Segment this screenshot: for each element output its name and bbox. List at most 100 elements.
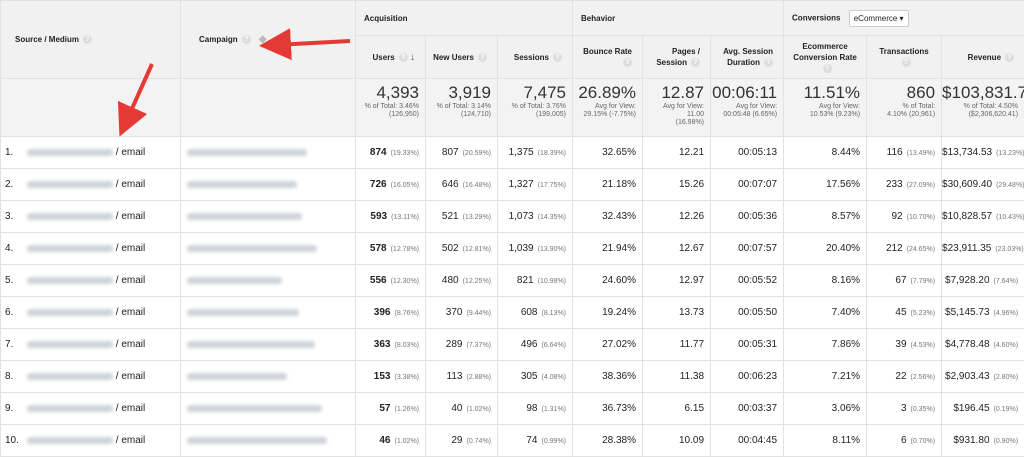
help-icon[interactable]: ?	[83, 35, 92, 44]
help-icon[interactable]: ?	[623, 58, 632, 67]
total-sub: Avg for View:	[784, 103, 860, 111]
new-users-cell: 29(0.74%)	[426, 425, 498, 457]
new-users-value: 807	[442, 147, 459, 158]
revenue-cell: $4,778.48(4.60%)	[942, 329, 1024, 361]
redacted-campaign[interactable]	[187, 277, 282, 284]
campaign-header[interactable]: Campaign? ◆	[181, 1, 356, 79]
source-medium-cell[interactable]: 5. / email	[1, 265, 181, 297]
medium-text[interactable]: / email	[116, 179, 145, 190]
campaign-cell[interactable]	[181, 169, 356, 201]
medium-text[interactable]: / email	[116, 371, 145, 382]
redacted-campaign[interactable]	[187, 245, 317, 252]
source-medium-cell[interactable]: 6. / email	[1, 297, 181, 329]
help-icon[interactable]: ?	[823, 64, 832, 73]
sessions-cell: 496(6.64%)	[498, 329, 573, 361]
revenue-label: Revenue	[968, 53, 1001, 62]
campaign-cell[interactable]	[181, 425, 356, 457]
conversion-type-select[interactable]: eCommerce ▾	[849, 10, 909, 27]
bounce-rate-cell: 21.94%	[573, 233, 643, 265]
transactions-cell: 45(5.23%)	[867, 297, 942, 329]
users-pct: (1.26%)	[394, 406, 419, 413]
revenue-column-header[interactable]: Revenue?	[942, 36, 1024, 79]
sessions-pct: (17.75%)	[538, 182, 566, 189]
help-icon[interactable]: ?	[399, 53, 408, 62]
redacted-campaign[interactable]	[187, 309, 299, 316]
new-users-cell: 646(16.48%)	[426, 169, 498, 201]
medium-text[interactable]: / email	[116, 243, 145, 254]
campaign-cell[interactable]	[181, 361, 356, 393]
bounce-rate-cell: 21.18%	[573, 169, 643, 201]
help-icon[interactable]: ?	[478, 53, 487, 62]
campaign-cell[interactable]	[181, 393, 356, 425]
users-value: 593	[370, 211, 387, 222]
medium-text[interactable]: / email	[116, 147, 145, 158]
conversion-rate-column-header[interactable]: Ecommerce Conversion Rate?	[784, 36, 867, 79]
campaign-cell[interactable]	[181, 329, 356, 361]
bounce-rate-cell: 28.38%	[573, 425, 643, 457]
revenue-pct: (29.48%)	[996, 182, 1024, 189]
sort-descending-icon[interactable]: ↓	[410, 52, 415, 63]
sessions-column-header[interactable]: Sessions?	[498, 36, 573, 79]
redacted-campaign[interactable]	[187, 373, 287, 380]
campaign-cell[interactable]	[181, 201, 356, 233]
source-medium-cell[interactable]: 7. / email	[1, 329, 181, 361]
new-users-column-header[interactable]: New Users?	[426, 36, 498, 79]
source-medium-cell[interactable]: 9. / email	[1, 393, 181, 425]
source-medium-cell[interactable]: 3. / email	[1, 201, 181, 233]
redacted-campaign[interactable]	[187, 181, 297, 188]
source-medium-cell[interactable]: 8. / email	[1, 361, 181, 393]
help-icon[interactable]: ?	[902, 58, 911, 67]
redacted-campaign[interactable]	[187, 405, 322, 412]
campaign-cell[interactable]	[181, 265, 356, 297]
total-sub: Avg for View:	[643, 103, 704, 111]
redacted-campaign[interactable]	[187, 341, 315, 348]
help-icon[interactable]: ?	[553, 53, 562, 62]
medium-text[interactable]: / email	[116, 211, 145, 222]
source-medium-cell[interactable]: 1. / email	[1, 137, 181, 169]
source-medium-cell[interactable]: 4. / email	[1, 233, 181, 265]
help-icon[interactable]: ?	[1005, 53, 1014, 62]
help-icon[interactable]: ?	[691, 58, 700, 67]
source-medium-cell[interactable]: 10. / email	[1, 425, 181, 457]
pages-session-value: 12.67	[679, 243, 704, 254]
source-medium-cell[interactable]: 2. / email	[1, 169, 181, 201]
new-users-value: 113	[447, 371, 463, 382]
help-icon[interactable]: ?	[764, 58, 773, 67]
redacted-campaign[interactable]	[187, 149, 307, 156]
users-pct: (12.30%)	[391, 278, 419, 285]
redacted-source	[27, 181, 113, 188]
acquisition-group-header: Acquisition	[356, 1, 573, 36]
conversion-type-value: eCommerce	[854, 14, 898, 23]
source-medium-header[interactable]: Source / Medium?	[1, 1, 181, 79]
medium-text[interactable]: / email	[116, 435, 145, 446]
users-column-header[interactable]: Users? ↓	[356, 36, 426, 79]
avg-session-duration-column-header[interactable]: Avg. Session Duration?	[711, 36, 784, 79]
conversion-rate-cell: 7.21%	[784, 361, 867, 393]
medium-text[interactable]: / email	[116, 275, 145, 286]
transactions-column-header[interactable]: Transactions?	[867, 36, 942, 79]
redacted-campaign[interactable]	[187, 437, 327, 444]
medium-text[interactable]: / email	[116, 339, 145, 350]
caret-down-icon: ▾	[900, 14, 904, 23]
campaign-cell[interactable]	[181, 297, 356, 329]
revenue-pct: (0.90%)	[994, 438, 1019, 445]
campaign-cell[interactable]	[181, 137, 356, 169]
medium-text[interactable]: / email	[116, 307, 145, 318]
help-icon[interactable]: ?	[242, 35, 251, 44]
redacted-campaign[interactable]	[187, 213, 302, 220]
pages-session-column-header[interactable]: Pages / Session?	[643, 36, 711, 79]
bounce-rate-column-header[interactable]: Bounce Rate?	[573, 36, 643, 79]
remove-dimension-icon[interactable]: ◆	[259, 34, 267, 45]
campaign-cell[interactable]	[181, 233, 356, 265]
medium-text[interactable]: / email	[116, 403, 145, 414]
